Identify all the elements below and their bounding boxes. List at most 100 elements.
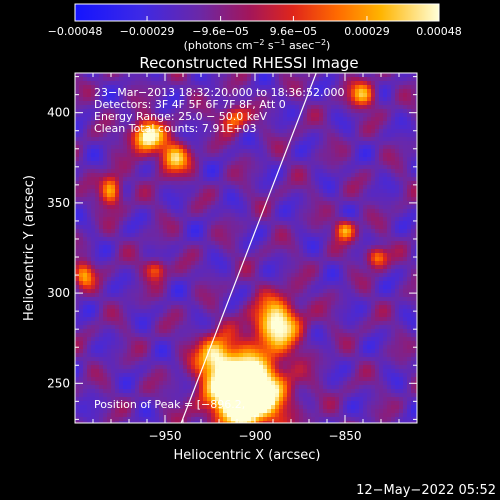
heatmap-cell: [251, 105, 256, 110]
heatmap-cell: [395, 181, 400, 186]
heatmap-cell: [195, 253, 200, 258]
heatmap-cell: [167, 89, 172, 94]
heatmap-cell: [315, 197, 320, 202]
heatmap-cell: [91, 93, 96, 98]
heatmap-cell: [383, 293, 388, 298]
colorbar-unit-label: (photons cm−2 s−1 asec−2): [184, 38, 331, 52]
heatmap-cell: [391, 141, 396, 146]
heatmap-cell: [351, 109, 356, 114]
colorbar-unit-part: asec: [285, 39, 314, 52]
heatmap-cell: [263, 253, 268, 258]
heatmap-cell: [91, 121, 96, 126]
heatmap-cell: [119, 121, 124, 126]
heatmap-cell: [155, 221, 160, 226]
heatmap-cell: [155, 145, 160, 150]
heatmap-cell: [95, 201, 100, 206]
heatmap-cell: [403, 297, 408, 302]
heatmap-cell: [287, 173, 292, 178]
heatmap-cell: [359, 209, 364, 214]
heatmap-cell: [155, 193, 160, 198]
heatmap-cell: [319, 237, 324, 242]
heatmap-cell: [323, 97, 328, 102]
heatmap-cell: [371, 137, 376, 142]
heatmap-cell: [243, 209, 248, 214]
heatmap-cell: [159, 269, 164, 274]
heatmap-cell: [279, 205, 284, 210]
heatmap-cell: [207, 81, 212, 86]
heatmap-cell: [127, 129, 132, 134]
heatmap-cell: [271, 125, 276, 130]
heatmap-cell: [167, 101, 172, 106]
heatmap-cell: [307, 117, 312, 122]
heatmap-cell: [311, 193, 316, 198]
heatmap-cell: [331, 201, 336, 206]
heatmap-cell: [159, 205, 164, 210]
heatmap-cell: [143, 121, 148, 126]
heatmap-cell: [239, 285, 244, 290]
heatmap-cell: [83, 173, 88, 178]
heatmap-cell: [311, 125, 316, 130]
heatmap-cell: [119, 85, 124, 90]
heatmap-cell: [359, 149, 364, 154]
heatmap-cell: [391, 293, 396, 298]
heatmap-cell: [163, 293, 168, 298]
heatmap-cell: [111, 205, 116, 210]
heatmap-cell: [203, 181, 208, 186]
heatmap-cell: [95, 153, 100, 158]
heatmap-cell: [299, 273, 304, 278]
heatmap-cell: [187, 113, 192, 118]
heatmap-cell: [203, 105, 208, 110]
heatmap-cell: [103, 109, 108, 114]
heatmap-cell: [395, 293, 400, 298]
heatmap-cell: [75, 245, 80, 250]
heatmap-cell: [135, 181, 140, 186]
heatmap-cell: [407, 113, 412, 118]
heatmap-cell: [367, 169, 372, 174]
heatmap-cell: [243, 141, 248, 146]
heatmap-cell: [199, 85, 204, 90]
heatmap-cell: [159, 281, 164, 286]
heatmap-cell: [147, 249, 152, 254]
heatmap-cell: [235, 149, 240, 154]
heatmap-cell: [267, 77, 272, 82]
heatmap-cell: [303, 269, 308, 274]
heatmap-cell: [395, 85, 400, 90]
heatmap-cell: [239, 85, 244, 90]
heatmap-cell: [207, 161, 212, 166]
heatmap-cell: [391, 161, 396, 166]
heatmap-cell: [323, 89, 328, 94]
heatmap-cell: [115, 189, 120, 194]
heatmap-cell: [219, 265, 224, 270]
heatmap-cell: [367, 205, 372, 210]
heatmap-cell: [247, 237, 252, 242]
heatmap-cell: [155, 273, 160, 278]
heatmap-cell: [171, 153, 176, 158]
heatmap-cell: [339, 249, 344, 254]
heatmap-cell: [263, 141, 268, 146]
heatmap-cell: [75, 221, 80, 226]
heatmap-cell: [339, 209, 344, 214]
heatmap-cell: [99, 125, 104, 130]
heatmap-cell: [307, 169, 312, 174]
heatmap-cell: [375, 153, 380, 158]
heatmap-cell: [247, 261, 252, 266]
heatmap-cell: [75, 97, 80, 102]
heatmap-cell: [199, 125, 204, 130]
heatmap-cell: [203, 221, 208, 226]
heatmap-cell: [243, 193, 248, 198]
heatmap-cell: [367, 265, 372, 270]
heatmap-cell: [91, 89, 96, 94]
heatmap-cell: [259, 117, 264, 122]
heatmap-cell: [311, 165, 316, 170]
heatmap-cell: [191, 245, 196, 250]
heatmap-cell: [307, 197, 312, 202]
heatmap-cell: [263, 285, 268, 290]
heatmap-cell: [115, 173, 120, 178]
heatmap-cell: [195, 153, 200, 158]
heatmap-cell: [327, 129, 332, 134]
heatmap-cell: [307, 157, 312, 162]
heatmap-cell: [371, 173, 376, 178]
heatmap-cell: [311, 273, 316, 278]
heatmap-cell: [195, 169, 200, 174]
heatmap-cell: [383, 217, 388, 222]
